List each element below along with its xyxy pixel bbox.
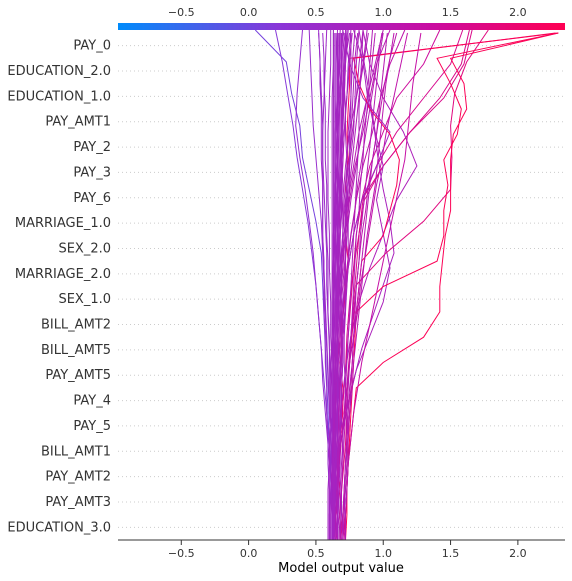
decision-line (345, 32, 384, 540)
top-tick-label: 1.5 (442, 6, 460, 19)
grid-lines (118, 45, 565, 528)
feature-labels: PAY_0 EDUCATION_2.0 EDUCATION_1.0 PAY_AMT1 P… (7, 39, 111, 536)
feature-label: EDUCATION_2.0 (7, 64, 111, 79)
decision-line (330, 32, 344, 540)
bottom-tick-label: 0.0 (240, 547, 258, 560)
feature-label: EDUCATION_3.0 (7, 520, 111, 535)
top-tick-label: 1.0 (374, 6, 392, 19)
feature-label: SEX_1.0 (58, 292, 111, 307)
feature-label: PAY_AMT1 (45, 115, 111, 130)
feature-label: BILL_AMT5 (41, 343, 111, 358)
decision-line (318, 32, 330, 540)
top-axis: −0.5 0.0 0.5 1.0 1.5 2.0 (168, 6, 527, 19)
feature-label: PAY_0 (73, 39, 111, 54)
feature-label: PAY_AMT3 (45, 495, 111, 510)
top-tick-label: −0.5 (168, 6, 195, 19)
decision-line (342, 32, 376, 541)
top-tick-label: 0.5 (307, 6, 325, 19)
feature-label: MARRIAGE_2.0 (15, 267, 111, 282)
feature-label: PAY_5 (73, 419, 111, 434)
feature-label: SEX_2.0 (58, 241, 111, 256)
feature-label: PAY_6 (73, 191, 111, 206)
decision-line (339, 32, 556, 541)
feature-label: PAY_4 (73, 394, 111, 409)
bottom-tick-label: −0.5 (168, 547, 195, 560)
top-tick-label: 2.0 (509, 6, 527, 19)
bottom-tick-label: 2.0 (509, 547, 527, 560)
top-tick-label: 0.0 (240, 6, 258, 19)
bottom-axis: −0.5 0.0 0.5 1.0 1.5 2.0 (168, 540, 527, 560)
feature-label: BILL_AMT1 (41, 444, 111, 459)
colorbar (118, 23, 565, 30)
decision-line (322, 32, 332, 540)
decision-lines (254, 29, 559, 541)
bottom-tick-label: 1.5 (442, 547, 460, 560)
feature-label: PAY_2 (73, 140, 111, 155)
feature-label: EDUCATION_1.0 (7, 89, 111, 104)
decision-line (332, 32, 346, 540)
feature-label: PAY_AMT5 (45, 368, 111, 383)
feature-label: MARRIAGE_1.0 (15, 216, 111, 231)
decision-line (332, 29, 418, 541)
decision-line (343, 32, 422, 541)
decision-line (337, 32, 359, 540)
bottom-tick-label: 1.0 (374, 547, 392, 560)
decision-line (338, 32, 364, 541)
feature-label: BILL_AMT2 (41, 318, 111, 333)
feature-label: PAY_3 (73, 165, 111, 180)
decision-line (334, 32, 408, 541)
decision-line (342, 32, 559, 541)
bottom-tick-label: 0.5 (307, 547, 325, 560)
x-axis-title: Model output value (278, 561, 404, 576)
feature-label: PAY_AMT2 (45, 470, 111, 485)
